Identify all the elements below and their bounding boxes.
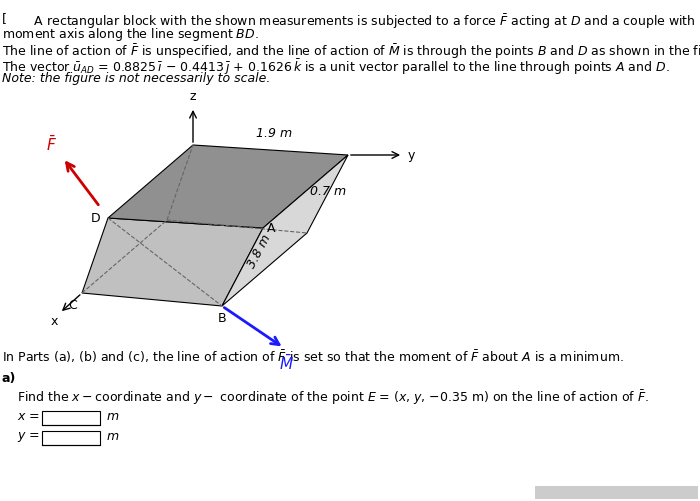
Text: A: A — [267, 221, 276, 234]
Text: a): a) — [2, 372, 16, 385]
Text: x: x — [50, 315, 57, 328]
Polygon shape — [222, 155, 348, 306]
Text: 3.8 m: 3.8 m — [245, 232, 273, 270]
FancyBboxPatch shape — [42, 411, 100, 425]
Text: $m$: $m$ — [106, 430, 119, 443]
Text: The vector $\bar{u}_{AD}$ = 0.8825$\,\bar{\imath}$ $-$ 0.4413$\,\bar{\jmath}$ + : The vector $\bar{u}_{AD}$ = 0.8825$\,\ba… — [2, 57, 670, 77]
Text: B: B — [218, 312, 226, 325]
Text: y: y — [408, 148, 415, 161]
Text: C: C — [69, 299, 77, 312]
Text: $\bar{M}$: $\bar{M}$ — [279, 354, 294, 373]
FancyBboxPatch shape — [535, 486, 698, 499]
FancyBboxPatch shape — [42, 431, 100, 445]
Text: $y$ =: $y$ = — [17, 430, 40, 444]
Text: [: [ — [2, 12, 7, 25]
Text: 1.9 m: 1.9 m — [256, 127, 292, 140]
Text: D: D — [90, 211, 100, 224]
Text: Note: the figure is not necessarily to scale.: Note: the figure is not necessarily to s… — [2, 72, 270, 85]
Text: Find the $x-$coordinate and $y-$ coordinate of the point $E$ = ($x$, $y$, $-$0.3: Find the $x-$coordinate and $y-$ coordin… — [17, 388, 649, 406]
Text: $m$: $m$ — [106, 410, 119, 423]
Text: The line of action of $\bar{F}$ is unspecified, and the line of action of $\bar{: The line of action of $\bar{F}$ is unspe… — [2, 42, 700, 61]
Text: In Parts (a), (b) and (c), the line of action of $\bar{F}$ is set so that the mo: In Parts (a), (b) and (c), the line of a… — [2, 348, 624, 365]
Text: moment axis along the line segment $\mathit{BD}$.: moment axis along the line segment $\mat… — [2, 26, 259, 43]
Text: z: z — [190, 90, 196, 103]
Text: A rectangular block with the shown measurements is subjected to a force $\bar{F}: A rectangular block with the shown measu… — [2, 12, 700, 31]
Text: 0.7 m: 0.7 m — [311, 185, 346, 198]
Text: $\bar{F}$: $\bar{F}$ — [46, 135, 57, 154]
Text: $x$ =: $x$ = — [17, 410, 40, 423]
Polygon shape — [108, 145, 348, 228]
Polygon shape — [82, 218, 263, 306]
